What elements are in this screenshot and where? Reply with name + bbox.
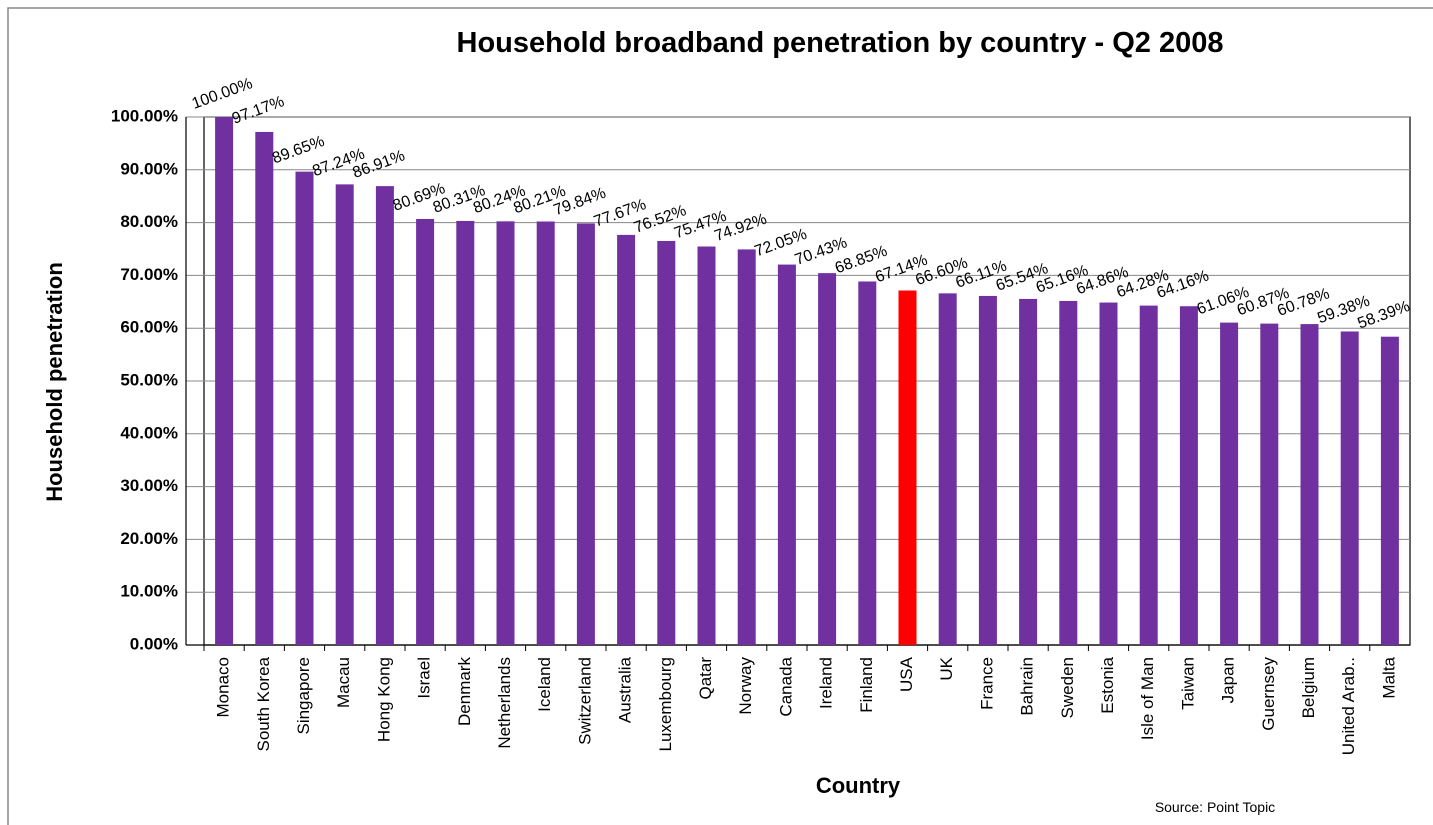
bar: [657, 240, 676, 645]
x-tick-label: Estonia: [1098, 656, 1117, 713]
bar: [1260, 323, 1279, 645]
x-tick-label: Macau: [334, 657, 353, 708]
x-tick-label: UK: [937, 656, 956, 680]
x-tick-label: Bahrain: [1018, 657, 1037, 716]
bar: [1300, 324, 1319, 645]
bar: [215, 117, 234, 645]
chart-title: Household broadband penetration by count…: [457, 27, 1224, 59]
bar: [375, 186, 394, 645]
value-label: 97.17%: [230, 93, 287, 128]
bar: [697, 246, 716, 645]
y-tick-label: 80.00%: [120, 212, 178, 231]
x-tick-label: Ireland: [817, 657, 836, 709]
bar: [1139, 305, 1158, 645]
bar: [255, 131, 274, 646]
bar: [335, 184, 354, 645]
bar: [1380, 336, 1399, 645]
bar: [777, 264, 796, 645]
x-tick-label: Guernsey: [1259, 657, 1278, 731]
bar: [1179, 306, 1198, 645]
bar: [576, 223, 595, 645]
bar: [938, 293, 957, 645]
x-tick-label: Sweden: [1058, 657, 1077, 718]
y-tick-label: 40.00%: [120, 423, 178, 442]
bar: [416, 218, 435, 646]
x-tick-label: Luxembourg: [656, 657, 675, 752]
y-tick-label: 30.00%: [120, 476, 178, 495]
bar: [978, 295, 997, 645]
y-tick-label: 0.00%: [130, 634, 178, 653]
x-tick-label: Australia: [616, 656, 635, 723]
x-tick-label: Taiwan: [1178, 657, 1197, 710]
x-tick-label: Malta: [1379, 656, 1398, 698]
bar: [536, 221, 555, 645]
y-tick-label: 90.00%: [120, 159, 178, 178]
x-tick-label: Japan: [1219, 657, 1238, 703]
x-tick-label: Finland: [857, 657, 876, 713]
x-tick-label: Monaco: [214, 657, 233, 717]
bar: [737, 249, 756, 645]
y-tick-label: 20.00%: [120, 529, 178, 548]
x-tick-label: USA: [897, 656, 916, 692]
y-tick-label: 60.00%: [120, 318, 178, 337]
bar: [898, 290, 917, 645]
bar: [496, 221, 515, 645]
y-axis-title: Household penetration: [42, 262, 67, 502]
x-tick-label: Canada: [776, 656, 795, 716]
y-tick-label: 100.00%: [111, 106, 178, 125]
y-tick-label: 10.00%: [120, 582, 178, 601]
x-tick-label: Switzerland: [575, 657, 594, 745]
bar: [617, 234, 636, 645]
x-tick-label: Netherlands: [495, 657, 514, 749]
bar: [295, 171, 314, 645]
x-axis-title: Country: [816, 773, 901, 798]
bar: [1099, 302, 1118, 645]
x-tick-label: Isle of Man: [1138, 657, 1157, 740]
bar: [1059, 300, 1078, 645]
x-tick-label: Denmark: [455, 657, 474, 726]
bar: [1220, 322, 1239, 645]
y-tick-label: 70.00%: [120, 265, 178, 284]
x-tick-label: Israel: [415, 657, 434, 699]
x-tick-label: United Arab..: [1339, 657, 1358, 755]
x-tick-label: Belgium: [1299, 657, 1318, 718]
x-tick-label: South Korea: [254, 656, 273, 751]
chart-frame: [7, 7, 1433, 825]
x-tick-label: Singapore: [294, 657, 313, 735]
x-tick-label: Hong Kong: [374, 657, 393, 742]
source-note: Source: Point Topic: [1155, 799, 1275, 815]
x-tick-label: Qatar: [696, 657, 715, 700]
bar: [818, 273, 837, 645]
x-tick-label: France: [977, 657, 996, 710]
bar: [1340, 331, 1359, 645]
y-tick-label: 50.00%: [120, 370, 178, 389]
bar: [456, 220, 475, 645]
bar: [1019, 298, 1038, 645]
x-tick-label: Iceland: [535, 657, 554, 712]
bar: [858, 281, 877, 645]
x-tick-label: Norway: [736, 657, 755, 715]
highlight-box: [358, 65, 413, 825]
